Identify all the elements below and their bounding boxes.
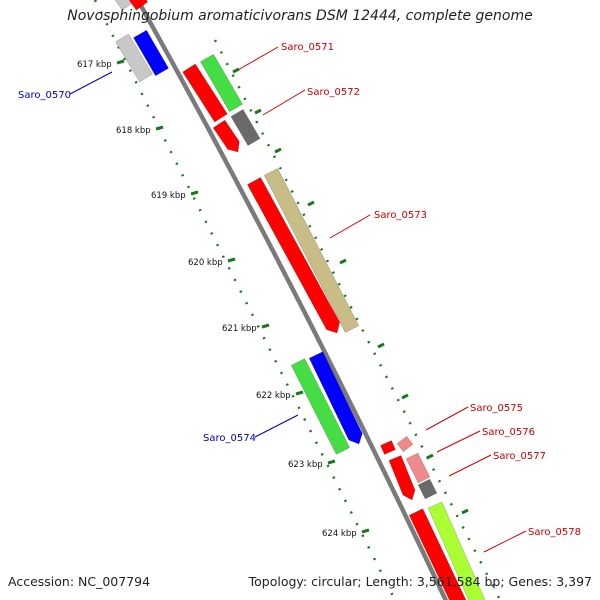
tick-dash — [274, 147, 282, 154]
kbp-tick — [190, 190, 199, 196]
gene-bar-0573-red — [247, 176, 341, 334]
gene-leader-line — [237, 46, 279, 71]
genome-backbone — [135, 0, 449, 600]
gene-leader-line — [254, 414, 299, 438]
topology-text: Topology: circular; Length: 3,561,584 bp… — [248, 574, 592, 589]
kbp-tick — [227, 257, 236, 263]
kbp-label: 617 kbp — [77, 60, 112, 70]
gene-label-saro-0570: Saro_0570 — [18, 90, 71, 101]
gene-bar-saro-0577 — [417, 478, 438, 500]
kbp-label: 623 kbp — [288, 460, 323, 470]
gene-leader-line — [69, 71, 113, 95]
gene-leader-line — [329, 214, 371, 239]
gene-bar-saro-0571 — [200, 53, 243, 113]
gene-label-saro-0575: Saro_0575 — [470, 403, 523, 414]
gene-bar-top-red — [128, 0, 149, 11]
gene-bar-saro-0576-head — [396, 435, 414, 453]
gene-bar-saro-0576 — [405, 452, 431, 484]
genome-title: Novosphingobium aromaticivorans DSM 1244… — [67, 8, 533, 24]
kbp-label: 619 kbp — [151, 191, 186, 201]
gene-label-saro-0572: Saro_0572 — [307, 87, 360, 98]
gene-bar-saro-0577-red — [388, 455, 416, 501]
tick-dash — [377, 342, 385, 349]
tick-dash — [254, 108, 262, 115]
tick-guide-inner — [93, 0, 397, 600]
kbp-label: 621 kbp — [222, 324, 257, 334]
gene-label-saro-0574: Saro_0574 — [203, 433, 256, 444]
kbp-tick — [261, 323, 270, 329]
gene-leader-line — [448, 454, 492, 477]
kbp-tick — [155, 125, 164, 131]
kbp-label: 624 kbp — [322, 529, 357, 539]
tick-dash — [339, 258, 347, 265]
gene-leader-line — [262, 89, 306, 116]
tick-dash — [426, 453, 434, 460]
gene-leader-line — [436, 430, 481, 453]
gene-bar-saro-0570-gray — [115, 33, 153, 83]
gene-bar-saro-0573 — [263, 168, 360, 333]
kbp-tick — [361, 528, 370, 534]
gene-leader-line — [483, 530, 527, 553]
gene-bar-0578-red — [408, 508, 467, 600]
kbp-tick — [327, 459, 336, 465]
gene-bar-saro-0574-green — [290, 358, 351, 455]
tick-dash — [461, 508, 469, 515]
gene-bar-saro-0572-red — [212, 119, 240, 153]
gene-bar-saro-0570 — [133, 29, 169, 77]
tick-dash — [401, 393, 409, 400]
gene-label-saro-0571: Saro_0571 — [281, 42, 334, 53]
kbp-label: 620 kbp — [188, 258, 223, 268]
kbp-tick — [116, 59, 125, 65]
gene-label-saro-0573: Saro_0573 — [374, 210, 427, 221]
kbp-label: 622 kbp — [256, 391, 291, 401]
kbp-tick — [295, 390, 304, 396]
gene-leader-line — [425, 406, 469, 431]
kbp-label: 618 kbp — [116, 126, 151, 136]
gene-label-saro-0577: Saro_0577 — [493, 451, 546, 462]
tick-dash — [307, 200, 315, 207]
gene-bar-saro-0574 — [308, 351, 363, 445]
gene-bar-0571-red — [182, 63, 228, 123]
gene-bar-saro-0575 — [380, 440, 396, 455]
gene-bar-saro-0572 — [230, 109, 261, 146]
gene-label-saro-0576: Saro_0576 — [482, 427, 535, 438]
gene-bar-saro-0578 — [427, 501, 486, 600]
tick-guide-outer — [213, 39, 502, 600]
gene-label-saro-0578: Saro_0578 — [528, 527, 581, 538]
accession-text: Accession: NC_007794 — [8, 574, 151, 589]
